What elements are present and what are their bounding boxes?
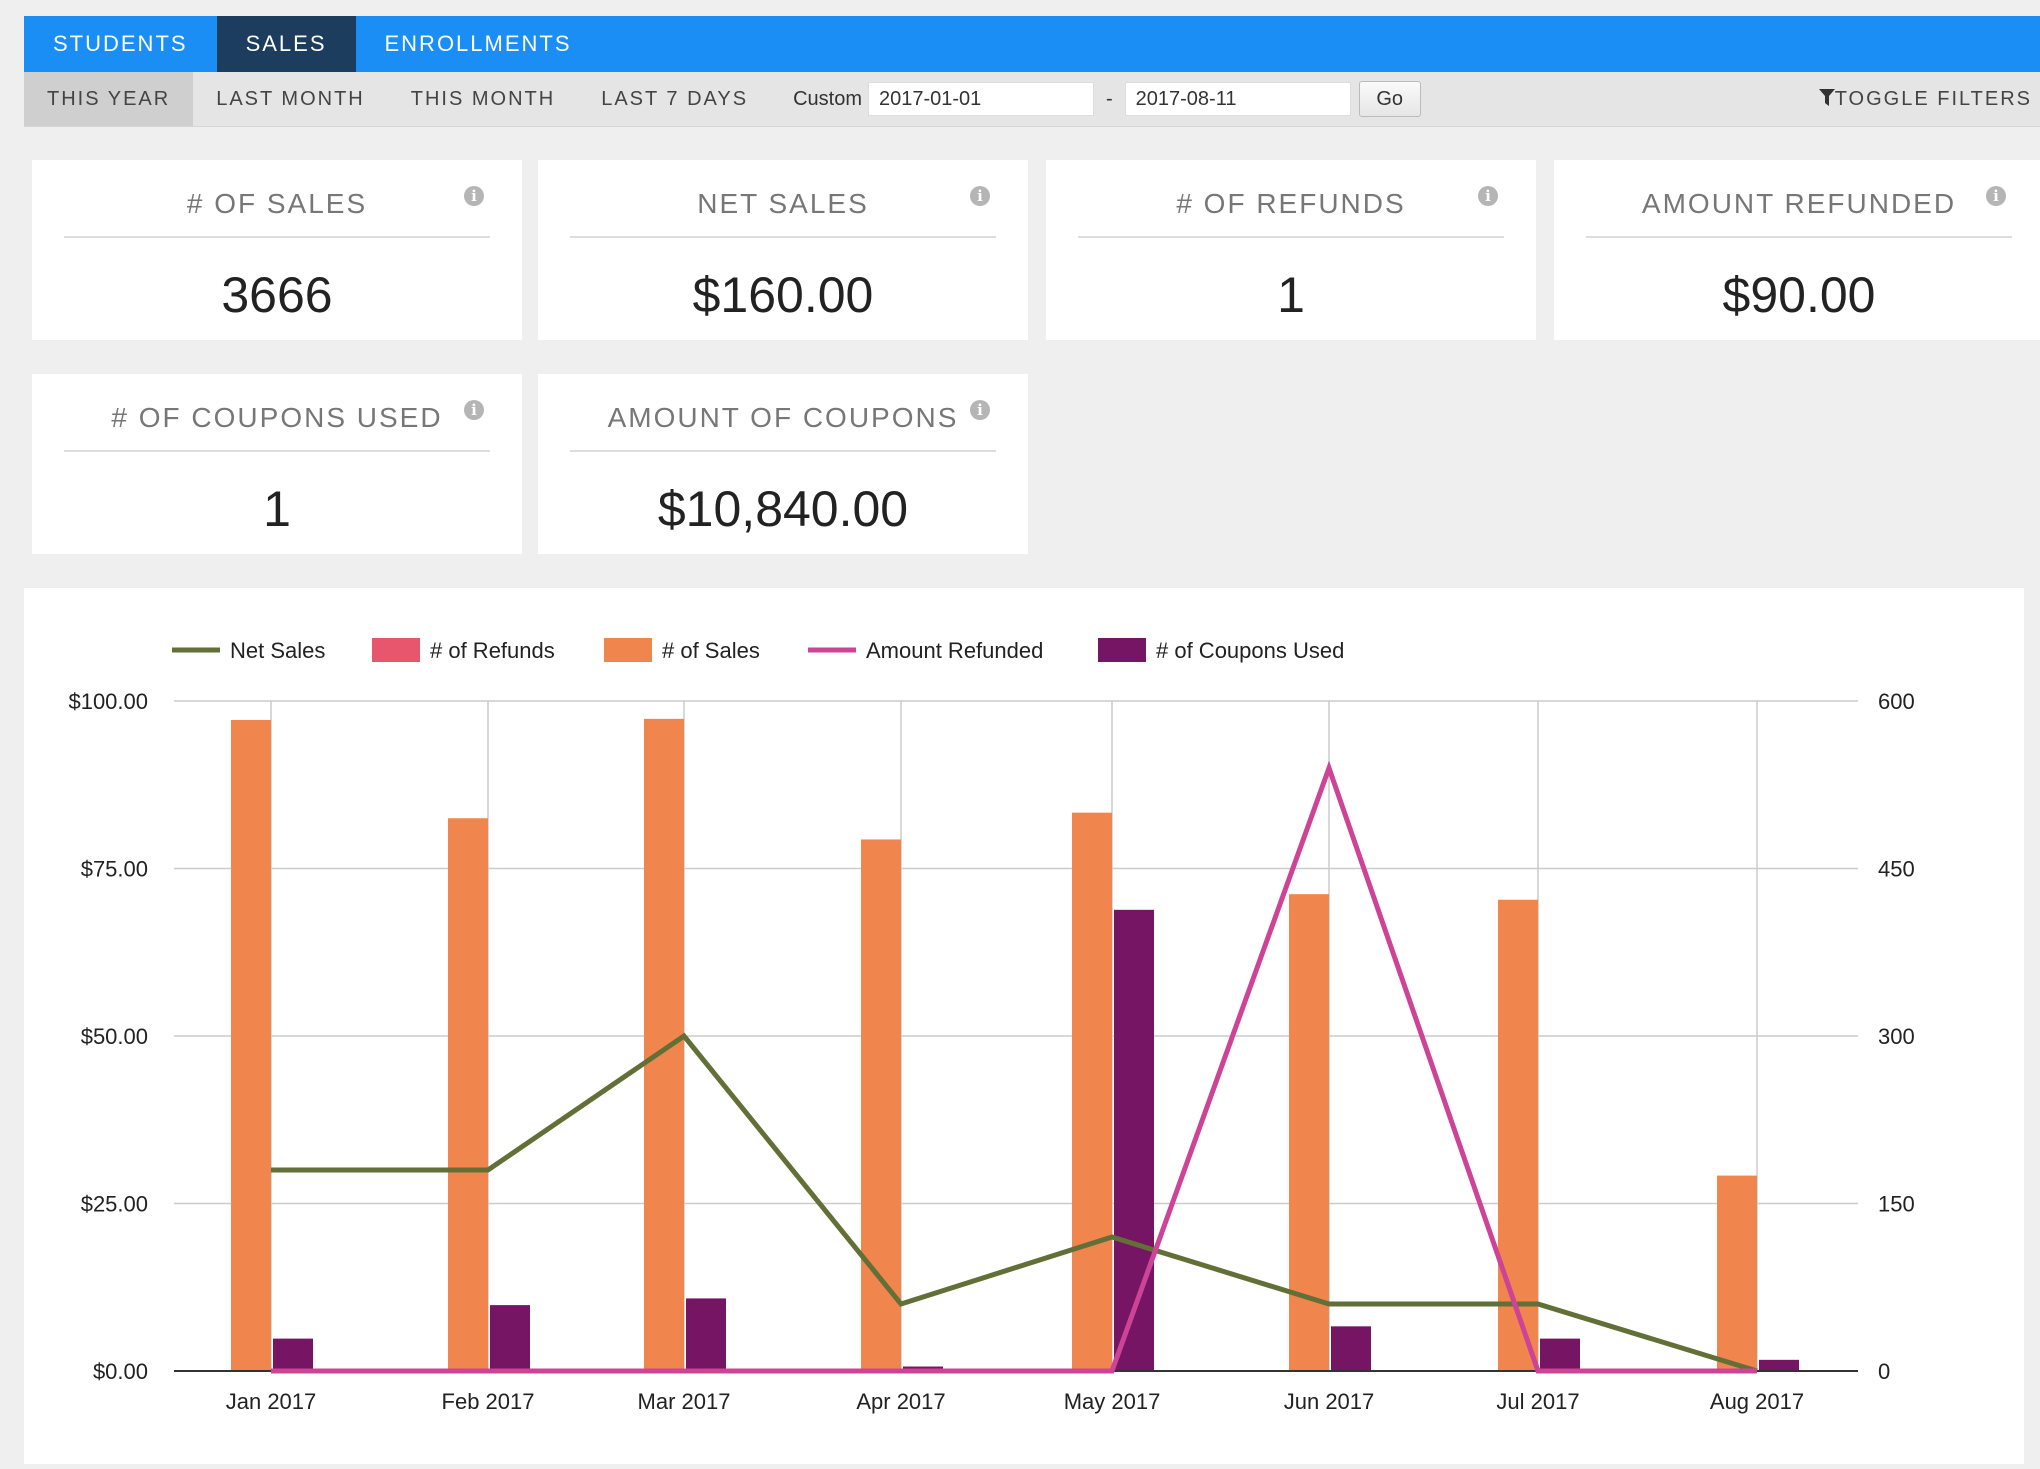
net-sales-line[interactable] <box>271 1032 1758 1374</box>
x-axis-tick-label: Apr 2017 <box>856 1389 945 1414</box>
toggle-filters-label: TOGGLE FILTERS <box>1834 88 2032 110</box>
stat-card-value: $90.00 <box>1722 267 1876 323</box>
right-axis-tick-label: 150 <box>1878 1192 1915 1217</box>
end-date-input[interactable] <box>1124 82 1351 116</box>
x-axis-tick-label: Mar 2017 <box>638 1389 731 1414</box>
date-separator: - <box>1105 87 1113 110</box>
filter-this-year[interactable]: THIS YEAR <box>24 72 194 126</box>
info-icon[interactable]: i <box>464 186 484 206</box>
stat-card-title: # OF SALES <box>64 188 490 238</box>
coupons-bar[interactable] <box>1759 1359 1799 1371</box>
coupons-bar[interactable] <box>273 1338 313 1371</box>
stat-card-title: # OF REFUNDS <box>1078 188 1504 238</box>
left-axis-tick-label: $100.00 <box>68 689 148 714</box>
info-icon[interactable]: i <box>970 186 990 206</box>
x-axis-tick-label: Jun 2017 <box>1284 1389 1375 1414</box>
info-icon[interactable]: i <box>464 400 484 420</box>
amount-refunded-line[interactable] <box>271 760 1757 1374</box>
stat-card-amount-refunded: AMOUNT REFUNDED i $90.00 <box>1554 160 2040 340</box>
go-button[interactable]: Go <box>1358 81 1421 117</box>
sales-bar[interactable] <box>644 718 684 1371</box>
sales-chart-panel: $0.00 $25.00 $50.00 $75.00 $100.00 0 150 300 450… <box>24 588 2024 1464</box>
x-axis-tick-label: Jul 2017 <box>1496 1389 1579 1414</box>
coupons-bar[interactable] <box>686 1298 726 1371</box>
x-axis-tick-label: Aug 2017 <box>1710 1389 1804 1414</box>
left-axis-tick-label: $75.00 <box>81 857 148 882</box>
stat-card-title: # OF COUPONS USED <box>64 402 490 452</box>
coupons-bar[interactable] <box>1331 1326 1371 1371</box>
sales-chart: $0.00 $25.00 $50.00 $75.00 $100.00 0 150 300 450… <box>68 638 1915 1414</box>
info-icon[interactable]: i <box>1478 186 1498 206</box>
stat-card-sales-count: # OF SALES i 3666 <box>32 160 522 340</box>
left-axis-tick-label: $25.00 <box>81 1192 148 1217</box>
right-axis-tick-label: 0 <box>1878 1359 1890 1384</box>
tab-enrollments[interactable]: ENROLLMENTS <box>384 31 572 56</box>
stat-card-coupons-used: # OF COUPONS USED i 1 <box>32 374 522 554</box>
main-tab-bar: STUDENTS SALES ENROLLMENTS <box>24 16 2040 72</box>
stat-card-value: $160.00 <box>692 267 874 323</box>
x-axis-tick-label: Jan 2017 <box>226 1389 317 1414</box>
sales-bar[interactable] <box>1498 899 1538 1371</box>
left-axis-tick-label: $0.00 <box>93 1359 148 1384</box>
legend-swatch <box>372 638 420 662</box>
x-axis-tick-label: Feb 2017 <box>442 1389 535 1414</box>
x-axis-tick-label: May 2017 <box>1064 1389 1161 1414</box>
filter-icon <box>1818 89 1835 106</box>
legend-label[interactable]: # of Refunds <box>430 638 555 663</box>
stat-card-value: 1 <box>263 481 291 537</box>
tab-students[interactable]: STUDENTS <box>53 31 188 56</box>
coupons-bar[interactable] <box>1540 1338 1580 1371</box>
sales-bar[interactable] <box>448 818 488 1371</box>
right-axis-tick-label: 450 <box>1878 857 1915 882</box>
custom-range-label: Custom <box>793 87 862 110</box>
stat-card-value: $10,840.00 <box>657 481 909 537</box>
tab-sales[interactable]: SALES <box>216 16 356 72</box>
legend-label[interactable]: Net Sales <box>230 638 325 663</box>
stat-card-title: AMOUNT REFUNDED <box>1586 188 2012 238</box>
stat-card-title: NET SALES <box>570 188 996 238</box>
filter-this-month[interactable]: THIS MONTH <box>410 88 556 110</box>
legend-label[interactable]: Amount Refunded <box>866 638 1043 663</box>
info-icon[interactable]: i <box>1986 186 2006 206</box>
left-axis-tick-label: $50.00 <box>81 1024 148 1049</box>
coupons-bar[interactable] <box>1114 909 1154 1371</box>
filter-last-month[interactable]: LAST MONTH <box>216 88 365 110</box>
coupons-bar[interactable] <box>490 1305 530 1371</box>
toggle-filters-button[interactable]: TOGGLE FILTERS <box>1818 72 2032 126</box>
stat-card-value: 1 <box>1277 267 1305 323</box>
stat-card-net-sales: NET SALES i $160.00 <box>538 160 1028 340</box>
start-date-input[interactable] <box>867 82 1094 116</box>
right-axis-tick-label: 300 <box>1878 1024 1915 1049</box>
info-icon[interactable]: i <box>970 400 990 420</box>
sales-bar[interactable] <box>1717 1175 1757 1371</box>
sales-bar[interactable] <box>1072 812 1112 1371</box>
legend-swatch <box>604 638 652 662</box>
sales-bar[interactable] <box>231 719 271 1371</box>
right-axis-tick-label: 600 <box>1878 689 1915 714</box>
stat-card-amount-of-coupons: AMOUNT OF COUPONS i $10,840.00 <box>538 374 1028 554</box>
filter-last-7-days[interactable]: LAST 7 DAYS <box>601 88 749 110</box>
legend-swatch <box>1098 638 1146 662</box>
stat-card-value: 3666 <box>221 267 333 323</box>
stat-card-refunds-count: # OF REFUNDS i 1 <box>1046 160 1536 340</box>
stat-card-title: AMOUNT OF COUPONS <box>570 402 996 452</box>
sales-bar[interactable] <box>861 839 901 1371</box>
legend-label[interactable]: # of Coupons Used <box>1156 638 1344 663</box>
date-filter-bar: THIS YEAR LAST MONTH THIS MONTH LAST 7 D… <box>24 72 2040 127</box>
legend-label[interactable]: # of Sales <box>662 638 760 663</box>
